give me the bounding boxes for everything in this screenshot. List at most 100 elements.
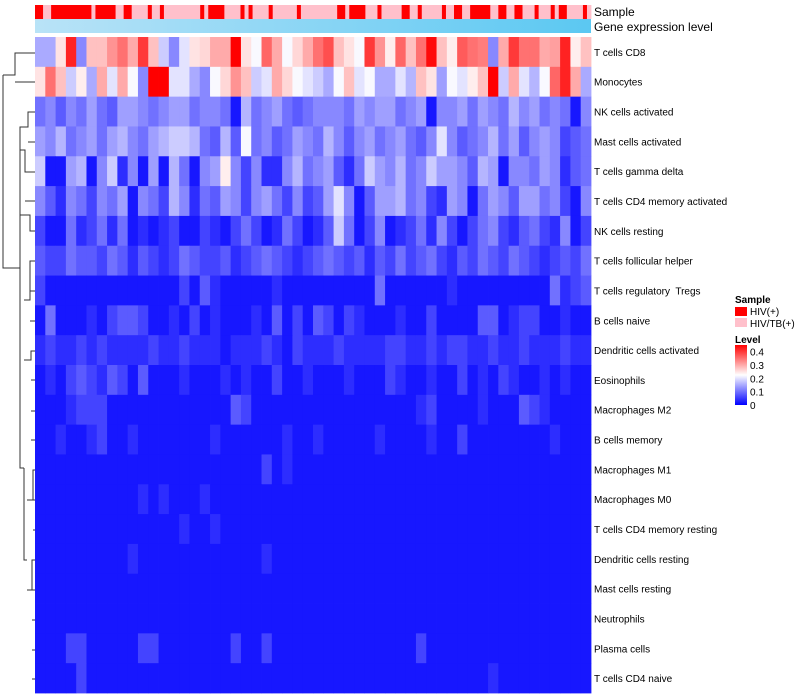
heatmap-cell: [302, 514, 314, 545]
heatmap-cell: [199, 663, 211, 694]
heatmap-cell: [323, 394, 334, 426]
legend-hivtb-label: HIV/TB(+): [750, 319, 795, 330]
heatmap-cell: [158, 156, 170, 187]
heatmap-cell: [261, 365, 273, 396]
heatmap-cell: [251, 543, 262, 575]
heatmap-cell: [549, 573, 561, 604]
heatmap-cell: [199, 454, 211, 485]
heatmap-cell: [313, 156, 324, 187]
heatmap-cell: [354, 215, 365, 247]
heatmap-cell: [220, 365, 232, 396]
heatmap-cell: [560, 96, 571, 127]
sample-cell: [474, 5, 479, 19]
heatmap-cell: [158, 543, 170, 575]
heatmap-cell: [189, 215, 201, 247]
sample-cell: [139, 5, 145, 19]
heatmap-cell: [343, 603, 355, 634]
heatmap-cell: [323, 514, 334, 545]
row-label: Mast cells activated: [594, 137, 681, 148]
heatmap-cell: [477, 484, 489, 515]
heatmap-cell: [436, 37, 448, 68]
heatmap-cell: [55, 484, 67, 515]
heatmap-cell: [302, 603, 314, 634]
heatmap-cell: [210, 454, 221, 485]
heatmap-cell: [313, 186, 324, 217]
sample-cell: [224, 5, 229, 19]
sample-cell: [381, 5, 386, 19]
heatmap-cell: [323, 156, 334, 187]
heatmap-cell: [210, 186, 221, 217]
heatmap-cell: [426, 365, 437, 396]
heatmap-cell: [220, 245, 232, 276]
heatmap-cell: [405, 156, 417, 187]
heatmap-cell: [467, 633, 479, 664]
heatmap-cell: [251, 156, 262, 187]
heatmap-cell: [395, 663, 407, 694]
heatmap-cell: [137, 335, 149, 366]
heatmap-cell: [385, 335, 396, 366]
heatmap-cell: [65, 663, 77, 694]
heatmap-cell: [107, 573, 118, 604]
heatmap-cell: [86, 454, 98, 485]
heatmap-cell: [271, 305, 283, 336]
heatmap-cell: [343, 66, 355, 98]
heatmap-cell: [292, 335, 304, 366]
heatmap-cell: [570, 365, 582, 396]
heatmap-cell: [240, 245, 252, 276]
heatmap-cell: [405, 215, 417, 247]
heatmap-cell: [96, 484, 108, 515]
heatmap-cell: [45, 37, 56, 68]
heatmap-cell: [457, 394, 468, 426]
heatmap-cell: [477, 335, 489, 366]
heatmap-cell: [313, 394, 324, 426]
heatmap-cell: [117, 126, 129, 157]
heatmap-cell: [292, 365, 304, 396]
heatmap-cell: [580, 365, 592, 396]
heatmap-cell: [117, 424, 129, 455]
heatmap-cell: [302, 156, 314, 187]
heatmap-cell: [560, 573, 571, 604]
heatmap-cell: [354, 484, 365, 515]
heatmap-cell: [240, 96, 252, 127]
heatmap-cell: [467, 275, 479, 306]
heatmap-cell: [292, 633, 304, 664]
heatmap-cell: [271, 66, 283, 98]
sample-cell: [433, 5, 439, 19]
heatmap-cell: [570, 96, 582, 127]
heatmap-cell: [230, 305, 242, 336]
sample-cell: [365, 5, 370, 19]
sample-cell: [562, 5, 568, 19]
heatmap-cell: [137, 365, 149, 396]
heatmap-cell: [477, 156, 489, 187]
heatmap-cell: [137, 156, 149, 187]
heatmap-cell: [385, 633, 396, 664]
heatmap-cell: [107, 394, 118, 426]
sample-cell: [147, 5, 153, 19]
sample-cell: [373, 5, 378, 19]
heatmap-cell: [158, 96, 170, 127]
heatmap-cell: [96, 305, 108, 336]
heatmap-cell: [302, 305, 314, 336]
expression-track-label: Gene expression level: [594, 20, 713, 34]
heatmap-cell: [446, 335, 458, 366]
sample-cell: [212, 5, 217, 19]
heatmap-cell: [35, 245, 46, 276]
heatmap-cell: [508, 633, 520, 664]
heatmap-cell: [148, 663, 159, 694]
heatmap-cell: [405, 573, 417, 604]
heatmap-cell: [117, 543, 129, 575]
heatmap-cell: [508, 215, 520, 247]
heatmap-cell: [179, 514, 190, 545]
heatmap-cell: [271, 335, 283, 366]
heatmap-cell: [549, 245, 561, 276]
heatmap-cell: [385, 275, 396, 306]
heatmap-cell: [65, 245, 77, 276]
sample-cell: [321, 5, 326, 19]
heatmap-cell: [230, 484, 242, 515]
heatmap-cell: [271, 37, 283, 68]
heatmap-cell: [313, 37, 324, 68]
sample-cell: [429, 5, 435, 19]
heatmap-cell: [107, 96, 118, 127]
heatmap-cell: [35, 365, 46, 396]
heatmap-cell: [282, 305, 293, 336]
